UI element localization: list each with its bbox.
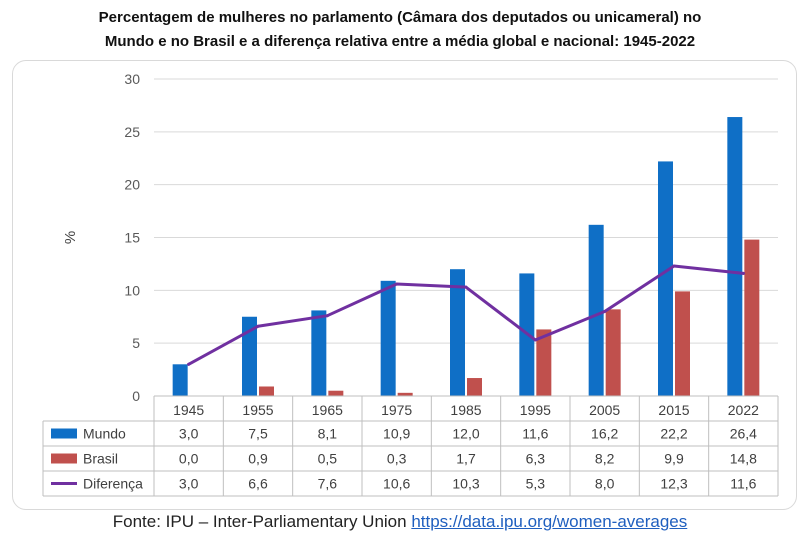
x-tick-label-1975: 1975 [381,402,412,418]
legend-swatch-mundo [51,428,77,439]
x-tick-label-1955: 1955 [242,402,273,418]
y-tick-label-5: 5 [132,335,140,351]
source-label: Fonte: IPU – Inter-Parliamentary Union [112,512,407,531]
bar-mundo-1965 [311,310,327,396]
data-label-mundo-2015: 22,2 [660,426,687,442]
bar-mundo-1945 [172,364,188,396]
y-tick-label-10: 10 [124,282,140,298]
data-label-diferença-1985: 10,3 [452,476,479,492]
bar-brasil-2022 [744,239,760,396]
chart-frame: 0 5 10 15 20 25 30% 1945 1955 1965 1975 1985 1995 200… [12,60,797,510]
data-label-diferença-1965: 7,6 [318,476,338,492]
data-label-diferença-1975: 10,6 [383,476,410,492]
data-label-diferença-2015: 12,3 [660,476,687,492]
y-tick-label-15: 15 [124,230,140,246]
bar-mundo-2022 [727,117,743,396]
data-label-mundo-2022: 26,4 [730,426,757,442]
data-label-brasil-1995: 6,3 [526,451,546,467]
bar-mundo-1955 [242,316,257,396]
data-label-brasil-2022: 14,8 [730,451,757,467]
y-axis-label: % [62,231,79,244]
bar-mundo-1975 [380,280,396,396]
legend-swatch-brasil [51,453,77,464]
point-diferença-1985 [464,285,468,289]
y-tick-label-30: 30 [124,71,140,87]
chart-title-line-2: Mundo e no Brasil e a diferença relativa… [104,33,696,50]
data-label-diferença-1995: 5,3 [526,476,546,492]
y-tick-label-0: 0 [132,388,140,404]
data-label-mundo-1985: 12,0 [452,426,479,442]
point-diferença-2015 [672,264,676,268]
data-label-diferença-1945: 3,0 [179,476,199,492]
data-label-brasil-1945: 0,0 [179,451,199,467]
data-label-brasil-2015: 9,9 [664,451,684,467]
y-tick-label-25: 25 [124,124,140,140]
data-label-mundo-1975: 10,9 [383,426,410,442]
bar-brasil-2005 [605,309,621,396]
data-label-diferença-2022: 11,6 [730,476,756,492]
source-link[interactable]: https://data.ipu.org/women-averages [411,512,688,531]
point-diferença-2005 [603,309,607,313]
bar-brasil-1985 [467,378,482,396]
data-label-mundo-1955: 7,5 [248,426,268,442]
data-label-mundo-1945: 3,0 [179,426,199,442]
y-tick-label-20: 20 [124,177,140,193]
legend-label-brasil: Brasil [83,451,118,467]
bar-mundo-1985 [450,269,465,396]
bar-brasil-1965 [328,390,344,396]
legend-label-diferença: Diferença [83,476,143,492]
legend-label-mundo: Mundo [83,426,126,442]
data-label-mundo-1965: 8,1 [318,426,338,442]
bar-mundo-2015 [658,161,673,396]
data-label-brasil-1985: 1,7 [456,451,476,467]
chart-title: Percentagem de mulheres no parlamento (C… [0,6,800,54]
chart: 0 5 10 15 20 25 30% 1945 1955 1965 1975 1985 1995 200… [42,71,779,497]
data-label-diferença-2005: 8,0 [595,476,615,492]
x-tick-label-1965: 1965 [312,402,343,418]
point-diferença-2022 [741,271,745,275]
data-label-diferença-1955: 6,6 [248,476,268,492]
point-diferença-1945 [187,362,191,366]
x-tick-label-2022: 2022 [728,402,759,418]
data-label-brasil-1955: 0,9 [248,451,268,467]
point-diferença-1975 [395,282,399,286]
x-tick-label-1985: 1985 [450,402,481,418]
source-note: Fonte: IPU – Inter-Parliamentary Union h… [0,512,800,532]
bar-brasil-1975 [397,392,413,396]
x-tick-label-1945: 1945 [173,402,204,418]
point-diferença-1965 [325,314,329,318]
data-label-mundo-2005: 16,2 [591,426,618,442]
bar-mundo-2005 [588,224,604,396]
bar-brasil-2015 [675,291,690,396]
data-label-brasil-2005: 8,2 [595,451,615,467]
bar-brasil-1955 [259,386,274,396]
x-tick-label-2015: 2015 [658,402,689,418]
point-diferença-1955 [256,324,260,328]
data-label-brasil-1965: 0,5 [318,451,338,467]
data-label-brasil-1975: 0,3 [387,451,407,467]
point-diferença-1995 [533,338,537,342]
x-tick-label-1995: 1995 [520,402,551,418]
bar-brasil-1995 [536,329,552,396]
data-label-mundo-1995: 11,6 [522,426,548,442]
x-tick-label-2005: 2005 [589,402,620,418]
chart-title-line-1: Percentagem de mulheres no parlamento (C… [98,9,702,26]
